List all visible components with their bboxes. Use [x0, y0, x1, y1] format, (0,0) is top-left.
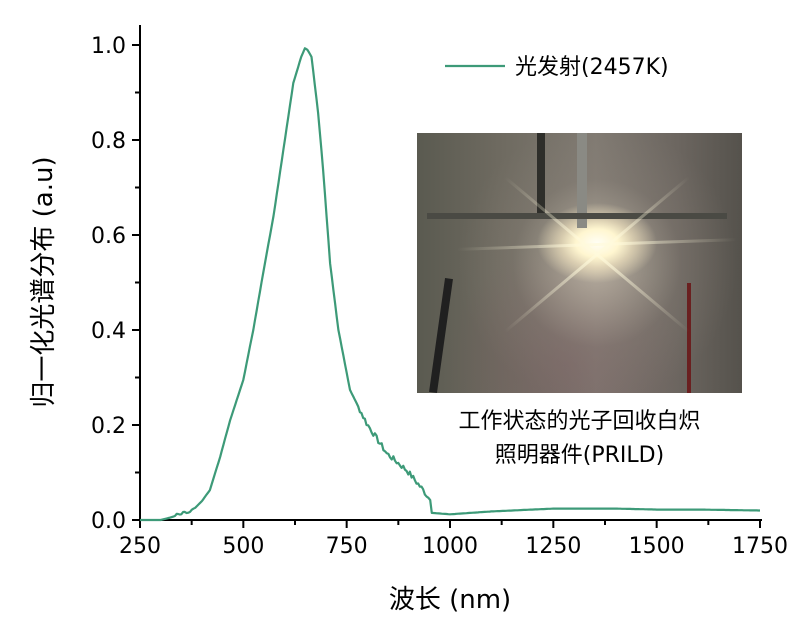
- x-tick-label: 1750: [732, 534, 788, 559]
- inset-device-photo: [417, 133, 742, 393]
- x-tick-label: 500: [222, 534, 264, 559]
- x-tick-label: 1250: [525, 534, 581, 559]
- ticks: 250 500 750 1000 1250 1500 1750 0.0 0.2 0.4 0.6 0.8…: [91, 34, 788, 559]
- y-tick-label: 0.0: [91, 509, 126, 534]
- y-tick-label: 0.4: [91, 319, 126, 344]
- x-tick-label: 1000: [422, 534, 478, 559]
- y-tick-label: 1.0: [91, 34, 126, 59]
- legend-label: 光发射(2457K): [515, 55, 669, 80]
- y-axis-title: 归一化光谱分布 (a.u): [29, 156, 59, 407]
- y-tick-label: 0.8: [91, 129, 126, 154]
- x-tick-label: 1500: [629, 534, 685, 559]
- x-axis-title: 波长 (nm): [389, 585, 511, 615]
- inset-caption-line2: 照明器件(PRILD): [494, 443, 665, 468]
- y-tick-label: 0.2: [91, 414, 126, 439]
- y-tick-label: 0.6: [91, 224, 126, 249]
- series-line-light-emission: [140, 47, 760, 522]
- x-tick-label: 750: [326, 534, 368, 559]
- legend: 光发射(2457K): [445, 55, 669, 80]
- inset-caption-line1: 工作状态的光子回收白炽: [458, 409, 701, 434]
- x-tick-label: 250: [119, 534, 161, 559]
